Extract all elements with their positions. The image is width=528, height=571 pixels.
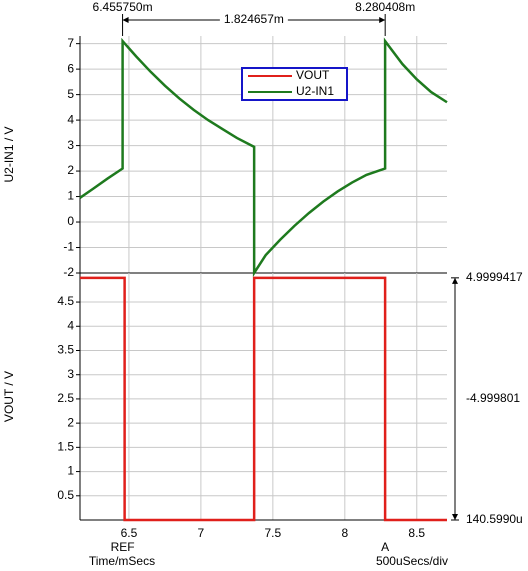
x-tick-label: 7 [198, 526, 205, 540]
y-tick-label: 1 [67, 464, 74, 478]
y-tick-label: 5 [67, 87, 74, 101]
cursor-tag: A [381, 540, 389, 554]
x-tick-label: 7.5 [265, 526, 282, 540]
y-tick-label: 3 [67, 138, 74, 152]
x-tick-label: 8 [341, 526, 348, 540]
x-tick-label: 6.5 [121, 526, 138, 540]
x-axis-title: Time/mSecs [89, 554, 155, 566]
legend-box [241, 67, 348, 101]
y-tick-label: 2.5 [57, 391, 74, 405]
y-tick-label: 3.5 [57, 343, 74, 357]
line-series [79, 37, 448, 278]
y-tick-label: 2 [67, 415, 74, 429]
cursor-label: 6.455750m [93, 0, 153, 14]
y-cursor-label: 140.5990u [466, 512, 523, 526]
y-tick-label: 1.5 [57, 440, 74, 454]
y-tick-label: 3 [67, 367, 74, 381]
cursor-tag: REF [111, 540, 135, 554]
y-tick-label: 6 [67, 61, 74, 75]
cursor-label: 8.280408m [355, 0, 415, 14]
y-axis-title: VOUT / V [2, 371, 16, 422]
y-tick-label: 4 [67, 112, 74, 126]
y-tick-label: 4 [67, 318, 74, 332]
x-scale-note: 500uSecs/div [376, 554, 448, 566]
y-tick-label: 0 [67, 214, 74, 228]
y-tick-label: -2 [63, 265, 74, 279]
delta-label: 1.824657m [224, 12, 284, 26]
y-tick-label: 0.5 [57, 488, 74, 502]
y-tick-label: -1 [63, 240, 74, 254]
y-tick-label: 2 [67, 163, 74, 177]
x-tick-label: 8.5 [408, 526, 425, 540]
legend-label: VOUT [296, 68, 330, 82]
y-tick-label: 4.5 [57, 294, 74, 308]
delta-bg [219, 13, 288, 27]
legend-label: U2-IN1 [296, 84, 334, 98]
line-series [80, 276, 447, 522]
y-axis-title: U2-IN1 / V [2, 126, 16, 182]
y-tick-label: 1 [67, 189, 74, 203]
y-tick-label: 7 [67, 36, 74, 50]
y-cursor-label: 4.9999417 [466, 270, 523, 284]
y-delta-label: -4.999801 [466, 391, 520, 405]
